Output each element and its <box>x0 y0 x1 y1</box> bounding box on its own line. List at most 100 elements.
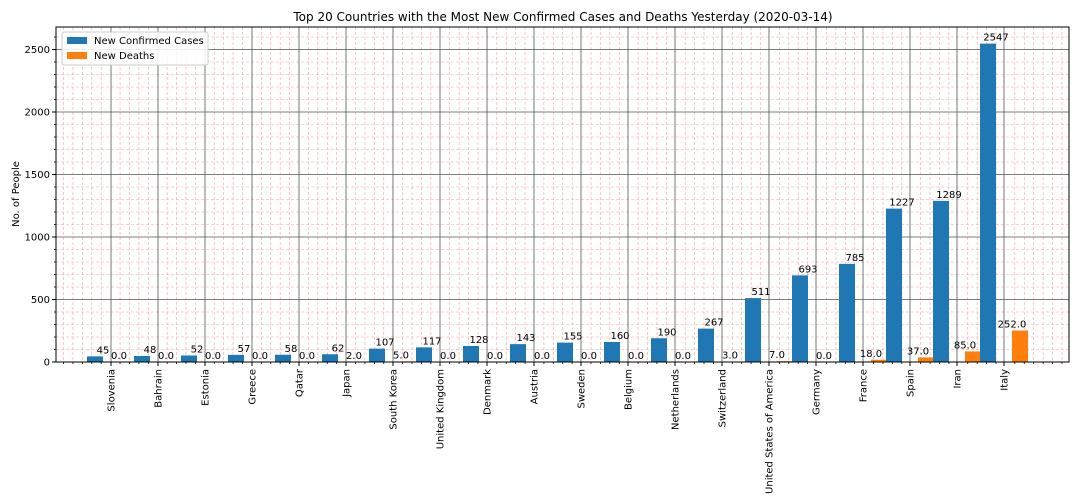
x-tick-label: Greece <box>248 369 259 405</box>
x-tick-label: Qatar <box>295 368 306 397</box>
confirmed-bar <box>87 356 103 362</box>
x-tick-label: Sweden <box>577 369 588 409</box>
deaths-value-label: 0.0 <box>487 351 503 362</box>
deaths-value-label: 85.0 <box>954 340 976 351</box>
confirmed-value-label: 511 <box>751 287 770 298</box>
deaths-value-label: 37.0 <box>907 346 929 357</box>
deaths-value-label: 0.0 <box>299 351 315 362</box>
x-tick-label: Switzerland <box>718 369 729 427</box>
confirmed-value-label: 45 <box>97 345 110 356</box>
deaths-bar <box>918 357 934 362</box>
confirmed-bar <box>369 348 385 362</box>
confirmed-bar <box>792 275 808 362</box>
legend-label: New Confirmed Cases <box>94 36 204 47</box>
confirmed-bar <box>322 354 338 362</box>
y-tick-label: 1000 <box>25 233 50 244</box>
axes: 0 500 1000 1500 2000 2500 Slovenia Bahrain Eston… <box>25 36 1063 494</box>
confirmed-bar <box>557 342 573 362</box>
y-tick-label: 2000 <box>25 108 50 119</box>
confirmed-bar <box>604 342 620 362</box>
confirmed-bar <box>980 43 996 362</box>
confirmed-value-label: 58 <box>285 344 298 355</box>
deaths-value-label: 0.0 <box>581 351 597 362</box>
deaths-value-label: 0.0 <box>158 351 174 362</box>
confirmed-bar <box>181 355 197 362</box>
legend-swatch <box>67 37 87 44</box>
deaths-value-label: 0.0 <box>816 351 832 362</box>
confirmed-bar <box>275 354 291 362</box>
confirmed-bar <box>886 208 902 362</box>
confirmed-value-label: 160 <box>610 331 629 342</box>
confirmed-bar <box>134 356 150 362</box>
bars <box>87 43 1028 362</box>
confirmed-bar <box>698 328 714 362</box>
y-axis-label: No. of People <box>11 161 22 227</box>
x-tick-label: Italy <box>1000 369 1011 391</box>
deaths-bar <box>1012 330 1028 362</box>
x-tick-label: Japan <box>342 369 353 398</box>
x-tick-label: South Korea <box>389 369 400 430</box>
minor-grid <box>56 27 1069 362</box>
confirmed-value-label: 128 <box>469 335 488 346</box>
confirmed-value-label: 1227 <box>889 198 914 209</box>
confirmed-value-label: 785 <box>845 253 864 264</box>
confirmed-value-label: 62 <box>332 343 345 354</box>
deaths-value-label: 252.0 <box>998 320 1027 331</box>
deaths-value-label: 0.0 <box>205 351 221 362</box>
x-tick-label: Austria <box>530 369 541 404</box>
confirmed-bar <box>745 298 761 362</box>
confirmed-value-label: 107 <box>375 338 394 349</box>
confirmed-value-label: 57 <box>238 344 251 355</box>
confirmed-bar <box>839 263 855 362</box>
x-tick-label: Denmark <box>483 369 494 415</box>
legend-label: New Deaths <box>94 51 154 62</box>
y-tick-label: 1500 <box>25 170 50 181</box>
deaths-value-label: 5.0 <box>393 350 409 361</box>
confirmed-value-label: 190 <box>657 327 676 338</box>
deaths-value-label: 18.0 <box>860 349 882 360</box>
x-tick-label: Germany <box>812 369 823 415</box>
deaths-value-label: 3.0 <box>722 351 738 362</box>
bar-labels: 450.0480.0520.0570.0580.0622.01075.01170… <box>97 33 1027 362</box>
confirmed-value-label: 267 <box>704 318 723 329</box>
deaths-bar <box>965 351 981 362</box>
legend-swatch <box>67 52 87 59</box>
confirmed-value-label: 1289 <box>936 190 961 201</box>
deaths-value-label: 0.0 <box>111 351 127 362</box>
x-tick-label: Spain <box>906 369 917 397</box>
deaths-value-label: 2.0 <box>346 351 362 362</box>
confirmed-bar <box>463 346 479 362</box>
y-tick-label: 2500 <box>25 45 50 56</box>
deaths-value-label: 0.0 <box>440 351 456 362</box>
confirmed-bar <box>651 338 667 362</box>
legend-box <box>61 31 209 66</box>
deaths-value-label: 0.0 <box>675 351 691 362</box>
chart-title: Top 20 Countries with the Most New Confi… <box>292 10 832 24</box>
confirmed-value-label: 48 <box>144 345 157 356</box>
deaths-bar <box>871 359 887 362</box>
x-tick-label: France <box>859 369 870 402</box>
confirmed-bar <box>228 354 244 362</box>
x-tick-label: Netherlands <box>671 369 682 430</box>
x-tick-label: United Kingdom <box>436 369 447 449</box>
deaths-value-label: 0.0 <box>534 351 550 362</box>
y-tick-label: 500 <box>31 295 50 306</box>
deaths-value-label: 0.0 <box>628 351 644 362</box>
x-tick-label: Slovenia <box>107 369 118 412</box>
confirmed-bar <box>416 347 432 362</box>
x-tick-label: Iran <box>953 369 964 389</box>
y-tick-label: 0 <box>44 358 50 369</box>
x-tick-label: Bahrain <box>154 369 165 408</box>
confirmed-bar <box>933 200 949 362</box>
confirmed-value-label: 155 <box>563 332 582 343</box>
confirmed-value-label: 52 <box>191 345 204 356</box>
x-tick-label: Estonia <box>201 369 212 406</box>
confirmed-value-label: 143 <box>516 333 535 344</box>
confirmed-value-label: 693 <box>798 264 817 275</box>
confirmed-value-label: 117 <box>422 336 441 347</box>
confirmed-bar <box>510 344 526 362</box>
x-tick-label: Belgium <box>624 369 635 410</box>
confirmed-value-label: 2547 <box>983 33 1008 44</box>
deaths-value-label: 7.0 <box>769 350 785 361</box>
